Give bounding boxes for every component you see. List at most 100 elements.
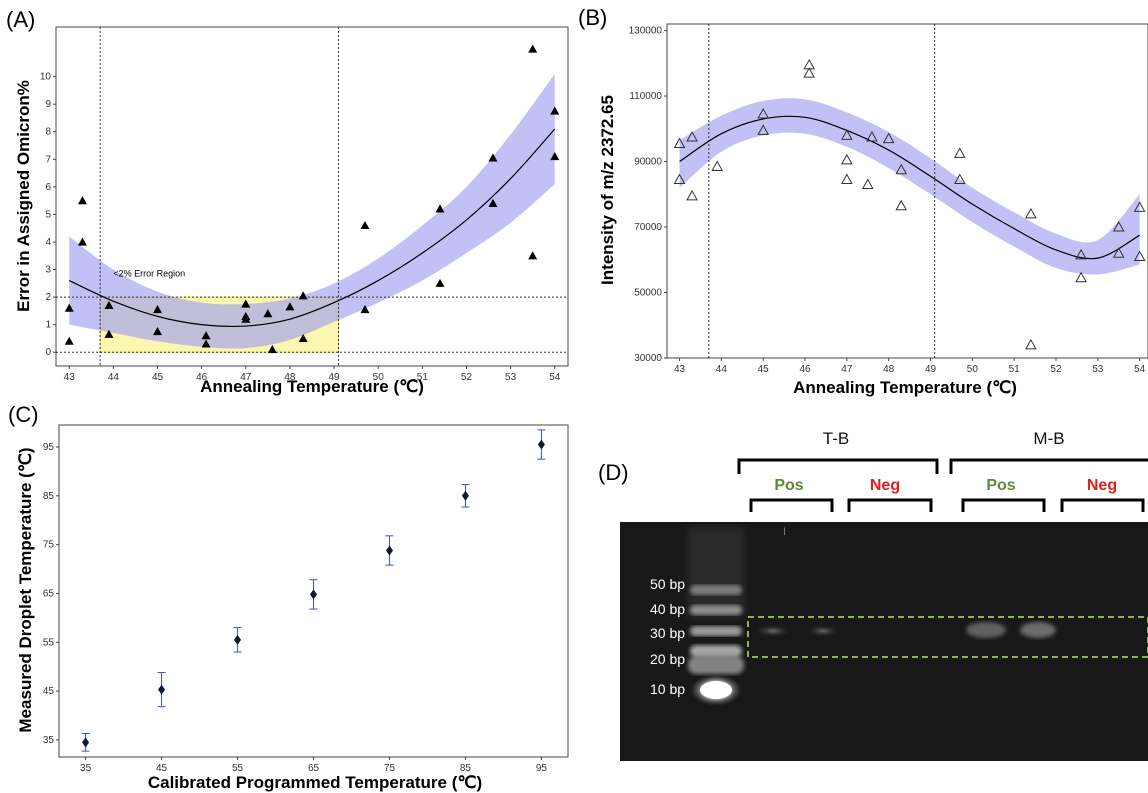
chart-a-point-26 — [550, 106, 560, 115]
chart-c-x-tick-label-2: 55 — [232, 763, 244, 774]
chart-a-x-tick-label-9: 52 — [461, 372, 473, 383]
gel-band-tb-pos-1 — [755, 625, 791, 637]
chart-a-point-14 — [267, 344, 277, 354]
ladder-label-50bp: 50 bp — [650, 576, 685, 592]
chart-a-point-3 — [77, 237, 87, 246]
ladder-label-10bp: 10 bp — [650, 681, 685, 697]
chart-a-point-19 — [360, 305, 370, 314]
chart-b-point-6 — [757, 124, 770, 135]
chart-a-point-5 — [104, 329, 114, 338]
chart-b-point-12 — [861, 178, 874, 189]
chart-a-point-7 — [153, 327, 163, 336]
chart-a-point-10 — [241, 299, 251, 308]
chart-c-x-axis-title: Calibrated Programmed Temperature (℃) — [148, 773, 482, 792]
chart-a-x-tick-label-3: 46 — [196, 372, 208, 383]
chart-b-x-tick-label-8: 51 — [1009, 364, 1021, 375]
chart-b-y-tick-label-3: 90000 — [634, 157, 662, 168]
ladder-label-20bp: 20 bp — [650, 651, 685, 667]
chart-b-point-13 — [866, 130, 878, 142]
chart-b-point-21 — [1075, 248, 1087, 260]
chart-a-x-tick-label-6: 49 — [329, 372, 341, 383]
chart-c-y-tick-label-5: 85 — [43, 491, 55, 502]
chart-a-point-18 — [360, 220, 370, 230]
chart-a-point-27 — [550, 152, 560, 161]
chart-b-plot-frame — [666, 23, 1148, 359]
chart-c-point-4 — [385, 545, 393, 556]
chart-c-point-5 — [461, 490, 469, 501]
chart-b-point-5 — [757, 108, 770, 119]
gel-label-mb-pos: Pos — [986, 477, 1015, 494]
chart-a-region-label: <2% Error Region — [113, 268, 185, 278]
chart-a-point-9 — [201, 339, 211, 348]
chart-b-point-24 — [1112, 247, 1125, 258]
chart-a-y-tick-label-8: 8 — [45, 127, 51, 138]
chart-a-point-20 — [435, 204, 445, 213]
chart-b-point-11 — [841, 173, 853, 185]
gel-label-tb-pos: Pos — [774, 477, 803, 494]
chart-c-point-1 — [158, 684, 166, 695]
chart-b-point-4 — [711, 160, 724, 171]
chart-b-y-tick-label-2: 70000 — [634, 222, 662, 233]
chart-a-point-13 — [263, 309, 273, 318]
chart-a-point-17 — [298, 333, 308, 343]
chart-c-y-axis-title: Measured Droplet Temperature (℃) — [16, 447, 35, 732]
gel-bracket-tb — [737, 458, 939, 474]
chart-b-fit-curve — [679, 115, 1140, 260]
chart-c-y-tick-label-6: 95 — [43, 442, 55, 453]
chart-c-point-6 — [537, 439, 545, 450]
chart-b-x-tick-label-4: 47 — [841, 364, 853, 375]
gel-label-mb-neg: Neg — [1087, 477, 1117, 494]
chart-b-point-16 — [895, 199, 908, 211]
chart-b-point-17 — [953, 147, 966, 158]
chart-a-point-12 — [241, 314, 251, 323]
chart-c-x-tick-label-3: 65 — [308, 763, 320, 774]
chart-c-y-tick-label-4: 75 — [43, 540, 55, 551]
chart-a-point-4 — [104, 300, 114, 309]
chart-c-point-3 — [310, 589, 317, 600]
chart-b-point-0 — [673, 137, 686, 149]
gel-band-mb-pos-1 — [966, 622, 1006, 638]
gel-label-tb-neg: Neg — [870, 477, 900, 494]
chart-b-x-tick-label-5: 48 — [883, 364, 895, 375]
chart-a-y-axis-title: Error in Assigned Omicron% — [14, 80, 33, 312]
gel-panel: T-B M-B Pos Neg Pos Neg 50 bp 40 bp 30 b… — [620, 429, 1148, 761]
chart-b-y-tick-label-5: 130000 — [629, 26, 663, 37]
chart-a-x-axis-title: Annealing Temperature (℃) — [200, 377, 424, 396]
gel-bracket-mb — [949, 458, 1148, 474]
chart-b-point-10 — [841, 153, 853, 165]
panel-letter-c: (C) — [8, 402, 39, 427]
chart-b-point-22 — [1075, 271, 1087, 283]
chart-a-x-tick-label-5: 48 — [284, 372, 296, 383]
gel-bracket-mb-neg — [1060, 498, 1145, 512]
gel-lane-mark: I — [783, 526, 786, 538]
chart-b-x-tick-label-2: 45 — [758, 364, 770, 375]
chart-b-x-tick-label-0: 43 — [674, 364, 686, 375]
chart-a-point-1 — [64, 336, 74, 345]
chart-a-y-tick-label-4: 4 — [45, 237, 51, 248]
chart-a-point-2 — [77, 196, 87, 205]
chart-b-point-9 — [841, 129, 853, 140]
chart-a-point-22 — [488, 153, 498, 162]
chart-a-y-tick-label-6: 6 — [45, 182, 51, 193]
chart-c-y-tick-label-0: 35 — [43, 735, 55, 746]
chart-b-x-tick-label-1: 44 — [716, 364, 728, 375]
panel-letter-b: (B) — [578, 5, 607, 30]
chart-a-y-tick-label-3: 3 — [45, 265, 51, 276]
chart-c-x-tick-label-0: 35 — [80, 763, 92, 774]
panel-letter-d: (D) — [598, 460, 629, 485]
chart-b-x-tick-label-10: 53 — [1092, 364, 1104, 375]
chart-c-y-tick-label-1: 45 — [43, 686, 55, 697]
chart-b-point-25 — [1133, 201, 1146, 212]
gel-ladder-lane — [688, 528, 744, 706]
chart-b-x-tick-label-7: 50 — [967, 364, 979, 375]
chart-b-point-8 — [803, 67, 816, 78]
chart-a-fit-curve — [68, 128, 556, 328]
gel-band-tb-pos-2 — [807, 625, 839, 637]
chart-a-point-21 — [435, 278, 445, 287]
chart-c-x-tick-label-6: 95 — [536, 763, 548, 774]
chart-b-point-14 — [882, 132, 895, 144]
chart-a-y-tick-label-7: 7 — [45, 154, 51, 165]
chart-a-x-tick-label-1: 44 — [108, 372, 120, 383]
chart-a-point-25 — [528, 251, 538, 260]
